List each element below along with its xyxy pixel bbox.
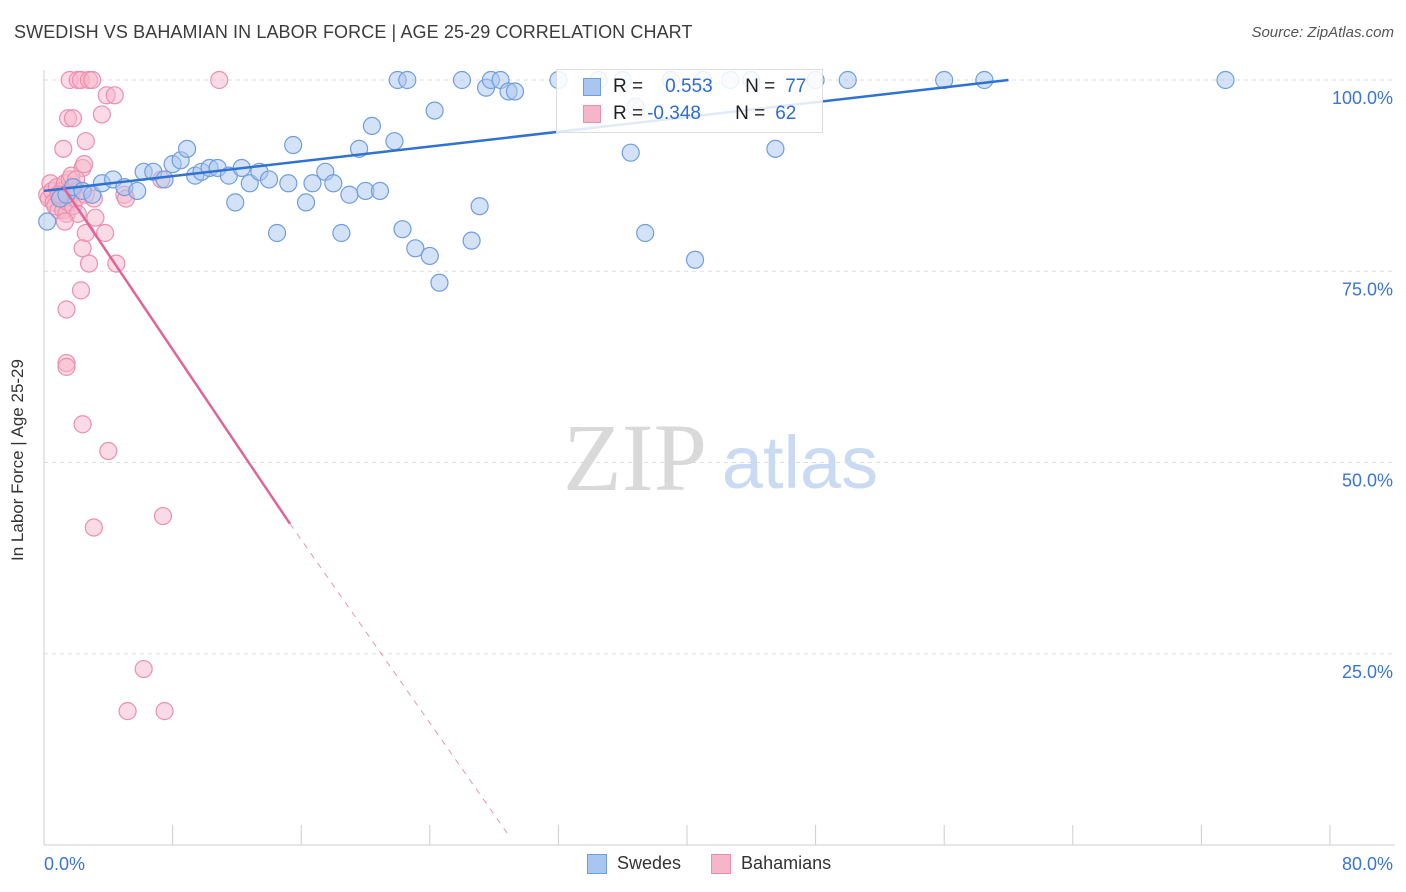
bahamian-point — [86, 208, 105, 227]
bahamian-point — [75, 155, 94, 174]
bahamian-point — [73, 239, 92, 258]
bahamian-point — [92, 105, 111, 124]
swede-point — [303, 174, 322, 193]
y-tick-label: 75.0% — [1342, 279, 1393, 299]
swede-point — [420, 246, 439, 266]
bahamians-swatch — [583, 105, 601, 123]
bahamian-point — [55, 212, 74, 231]
correlation-legend: R = 0.553 N = 77 R = -0.348 N = 62 — [556, 69, 823, 133]
swede-point — [975, 70, 994, 90]
swede-point — [155, 170, 174, 189]
series-legend: Swedes Bahamians — [587, 853, 861, 874]
n-value-bahamians: 62 — [775, 103, 797, 124]
n-key: N = — [745, 76, 776, 97]
y-axis-label: In Labor Force | Age 25-29 — [8, 359, 27, 561]
swedes-legend-label: Swedes — [617, 853, 682, 873]
bahamian-point — [99, 441, 118, 461]
swede-point — [636, 223, 655, 243]
tick-labels: 100.0% 75.0% 50.0% 25.0% 0.0% 80.0% — [44, 88, 1393, 874]
swede-point — [393, 220, 412, 239]
bahamians-legend-label: Bahamians — [741, 853, 832, 873]
swede-point — [425, 101, 444, 120]
bahamian-point — [71, 281, 91, 300]
n-key: N = — [735, 103, 766, 124]
swede-point — [226, 193, 245, 212]
bahamian-point — [95, 223, 115, 243]
source-label: Source: ZipAtlas.com — [1251, 24, 1394, 41]
bahamian-point — [57, 300, 76, 319]
swede-point — [385, 132, 404, 151]
swede-point — [177, 139, 197, 158]
swede-point — [621, 143, 640, 162]
swede-point — [259, 170, 279, 189]
swede-point — [279, 174, 298, 193]
bahamian-point — [76, 132, 95, 151]
bahamian-point — [63, 109, 83, 128]
watermark-zip: ZIP — [563, 404, 707, 511]
bahamian-point — [134, 659, 153, 679]
bahamian-point — [153, 506, 173, 526]
watermark-atlas: atlas — [722, 421, 878, 504]
swede-point — [452, 70, 472, 90]
swede-point — [128, 181, 147, 201]
swede-point — [324, 174, 343, 193]
swede-point — [505, 82, 525, 101]
y-tick-label: 100.0% — [1332, 88, 1393, 108]
bahamian-point — [84, 518, 103, 537]
swede-point — [430, 273, 449, 292]
r-key: R = — [613, 76, 644, 97]
swede-point — [284, 135, 303, 155]
r-key: R = — [613, 103, 644, 124]
swede-point — [406, 239, 425, 258]
swede-point — [332, 223, 351, 243]
swede-point — [38, 212, 57, 231]
x-tick-label: 0.0% — [44, 854, 85, 874]
r-value-bahamians: -0.348 — [647, 103, 701, 124]
swede-point — [766, 139, 785, 158]
bahamian-point — [155, 702, 174, 721]
y-tick-label: 50.0% — [1342, 471, 1393, 491]
bahamian-point — [57, 357, 76, 376]
swede-point — [1216, 70, 1235, 90]
bahamians-trend-line — [62, 186, 291, 525]
bahamian-point — [118, 702, 137, 721]
trend-lines — [43, 78, 1009, 838]
swede-point — [462, 231, 481, 250]
x-tick-label: 80.0% — [1342, 854, 1393, 874]
swede-point — [267, 223, 287, 243]
n-value-swedes: 77 — [785, 76, 807, 97]
swedes-points — [38, 70, 1235, 292]
legend-row-bahamians: R = -0.348 N = 62 — [557, 101, 796, 127]
swede-point — [470, 197, 489, 216]
bahamian-point — [210, 70, 229, 90]
swede-point — [838, 70, 857, 90]
watermark: ZIP atlas — [563, 404, 878, 511]
legend-item-swedes[interactable]: Swedes — [587, 853, 681, 874]
swede-point — [296, 193, 316, 212]
swedes-trend-line — [43, 78, 1009, 193]
bahamian-point — [105, 86, 124, 105]
legend-item-bahamians[interactable]: Bahamians — [711, 853, 831, 874]
bahamian-point — [76, 223, 95, 243]
swede-point — [370, 181, 390, 201]
r-value-swedes: 0.553 — [665, 76, 713, 97]
bahamian-point — [54, 139, 73, 158]
swede-point — [685, 250, 705, 269]
y-tick-label: 25.0% — [1342, 662, 1393, 682]
bahamian-point — [79, 254, 99, 273]
swedes-legend-swatch — [587, 853, 607, 874]
swedes-swatch — [583, 78, 601, 96]
chart-title: SWEDISH VS BAHAMIAN IN LABOR FORCE | AGE… — [14, 22, 693, 42]
bahamian-point — [83, 70, 102, 90]
legend-row-swedes: R = 0.553 N = 77 — [557, 74, 806, 100]
bahamian-point — [73, 415, 92, 434]
swede-point — [340, 185, 359, 204]
swede-point — [398, 70, 417, 90]
bahamians-legend-swatch — [711, 853, 732, 874]
bahamians-trend-extension — [289, 523, 511, 838]
swede-point — [362, 116, 382, 136]
